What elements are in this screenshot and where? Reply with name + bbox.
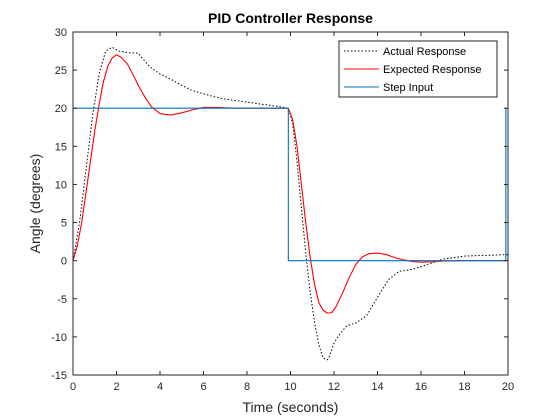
y-tick-label-3: 0: [61, 256, 67, 268]
x-tick-label-1: 2: [113, 381, 119, 393]
x-tick-label-3: 6: [200, 381, 206, 393]
y-tick-label-8: 25: [55, 65, 67, 77]
y-tick-label-0: -15: [51, 370, 67, 382]
x-tick-label-9: 18: [458, 381, 470, 393]
x-tick-label-10: 20: [502, 381, 514, 393]
x-tick-label-2: 4: [157, 381, 163, 393]
x-tick-label-6: 12: [328, 381, 340, 393]
x-axis-label: Time (seconds): [243, 399, 339, 415]
y-tick-label-2: -5: [57, 294, 67, 306]
y-tick-label-7: 20: [55, 103, 67, 115]
y-tick-label-4: 5: [61, 218, 67, 230]
chart-title: PID Controller Response: [208, 10, 373, 26]
x-tick-label-7: 14: [371, 381, 383, 393]
x-tick-label-8: 16: [415, 381, 427, 393]
legend-label-1: Expected Response: [383, 64, 481, 76]
y-tick-label-6: 15: [55, 141, 67, 153]
x-tick-label-0: 0: [70, 381, 76, 393]
y-tick-label-1: -10: [51, 332, 67, 344]
y-axis-label: Angle (degrees): [27, 154, 43, 254]
x-tick-label-4: 8: [244, 381, 250, 393]
legend-label-2: Step Input: [383, 82, 433, 94]
y-tick-label-9: 30: [55, 27, 67, 39]
y-tick-label-5: 10: [55, 179, 67, 191]
legend: Actual Response Expected Response Step Inp…: [339, 41, 497, 97]
legend-label-0: Actual Response: [383, 46, 466, 58]
x-tick-label-5: 10: [284, 381, 296, 393]
